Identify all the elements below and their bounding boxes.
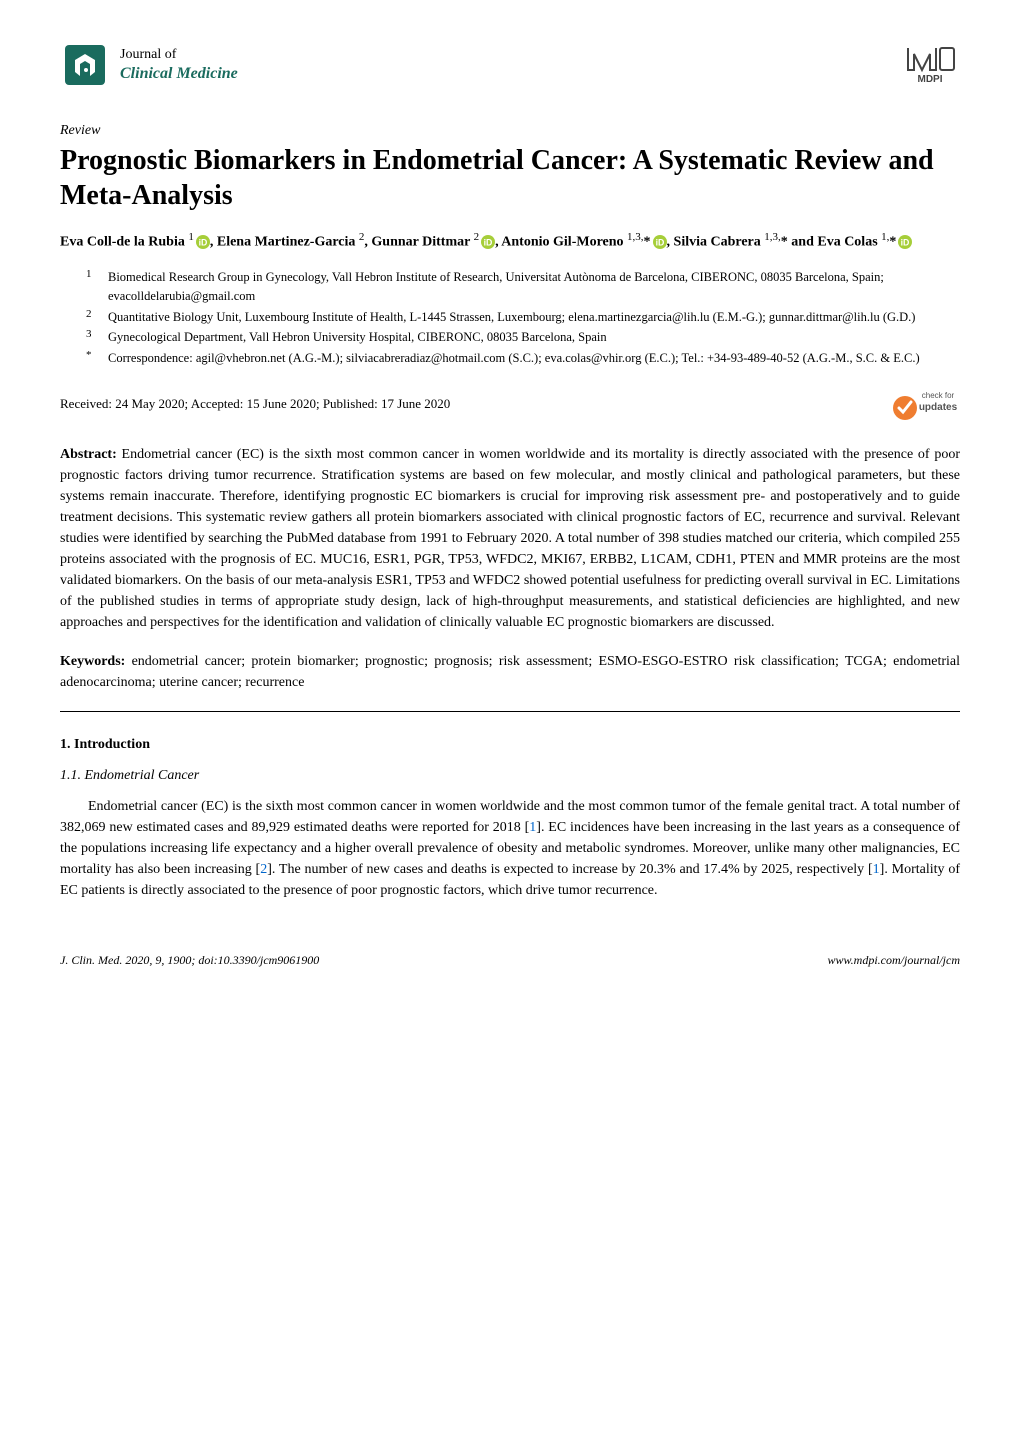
article-title: Prognostic Biomarkers in Endometrial Can…: [60, 143, 960, 213]
affiliation-text: Correspondence: agil@vhebron.net (A.G.-M…: [108, 349, 960, 368]
affiliation-row: *Correspondence: agil@vhebron.net (A.G.-…: [86, 349, 960, 368]
keywords-label: Keywords:: [60, 654, 125, 669]
footer-journal-link[interactable]: www.mdpi.com/journal/jcm: [828, 953, 960, 967]
orcid-icon[interactable]: iD: [196, 235, 210, 249]
affiliation-marker: 1: [86, 266, 108, 304]
affiliation-text: Quantitative Biology Unit, Luxembourg In…: [108, 308, 960, 327]
keywords: Keywords: endometrial cancer; protein bi…: [60, 651, 960, 693]
dates-row: Received: 24 May 2020; Accepted: 15 June…: [60, 384, 960, 424]
affiliation-marker: 3: [86, 326, 108, 345]
publication-dates: Received: 24 May 2020; Accepted: 15 June…: [60, 394, 450, 414]
orcid-icon[interactable]: iD: [481, 235, 495, 249]
orcid-icon[interactable]: iD: [898, 235, 912, 249]
citation-link[interactable]: 1: [873, 862, 880, 877]
svg-text:iD: iD: [198, 238, 207, 248]
page-header: Journal of Clinical Medicine MDPI: [60, 40, 960, 90]
svg-text:MDPI: MDPI: [918, 74, 943, 84]
keywords-text: endometrial cancer; protein biomarker; p…: [60, 654, 960, 690]
abstract-label: Abstract:: [60, 447, 117, 462]
abstract-text: Endometrial cancer (EC) is the sixth mos…: [60, 447, 960, 630]
journal-logo-icon: [60, 40, 110, 90]
svg-text:iD: iD: [484, 238, 493, 248]
svg-text:check for: check for: [922, 391, 955, 400]
footer-citation: J. Clin. Med. 2020, 9, 1900; doi:10.3390…: [60, 951, 319, 969]
affiliation-text: Biomedical Research Group in Gynecology,…: [108, 268, 960, 306]
journal-block: Journal of Clinical Medicine: [60, 40, 238, 90]
mdpi-logo-icon[interactable]: MDPI: [900, 40, 960, 84]
abstract: Abstract: Endometrial cancer (EC) is the…: [60, 444, 960, 633]
affiliation-marker: *: [86, 347, 108, 366]
journal-title: Clinical Medicine: [120, 64, 238, 83]
svg-text:updates: updates: [919, 402, 958, 413]
check-for-updates-icon[interactable]: check for updates: [890, 384, 960, 424]
authors-line: Eva Coll-de la Rubia 1iD, Elena Martinez…: [60, 229, 960, 254]
article-type: Review: [60, 120, 960, 141]
svg-text:iD: iD: [901, 238, 910, 248]
body-paragraph: Endometrial cancer (EC) is the sixth mos…: [60, 796, 960, 901]
affiliation-marker: 2: [86, 306, 108, 325]
affiliation-row: 1Biomedical Research Group in Gynecology…: [86, 268, 960, 306]
affiliations-block: 1Biomedical Research Group in Gynecology…: [86, 268, 960, 368]
affiliation-text: Gynecological Department, Vall Hebron Un…: [108, 328, 960, 347]
journal-name: Journal of Clinical Medicine: [120, 47, 238, 83]
subsection-heading: 1.1. Endometrial Cancer: [60, 765, 960, 786]
affiliation-row: 2Quantitative Biology Unit, Luxembourg I…: [86, 308, 960, 327]
section-heading: 1. Introduction: [60, 734, 960, 755]
orcid-icon[interactable]: iD: [653, 235, 667, 249]
svg-text:iD: iD: [655, 238, 664, 248]
page-footer: J. Clin. Med. 2020, 9, 1900; doi:10.3390…: [60, 951, 960, 969]
section-divider: [60, 711, 960, 712]
journal-prefix: Journal of: [120, 47, 238, 64]
affiliation-row: 3Gynecological Department, Vall Hebron U…: [86, 328, 960, 347]
